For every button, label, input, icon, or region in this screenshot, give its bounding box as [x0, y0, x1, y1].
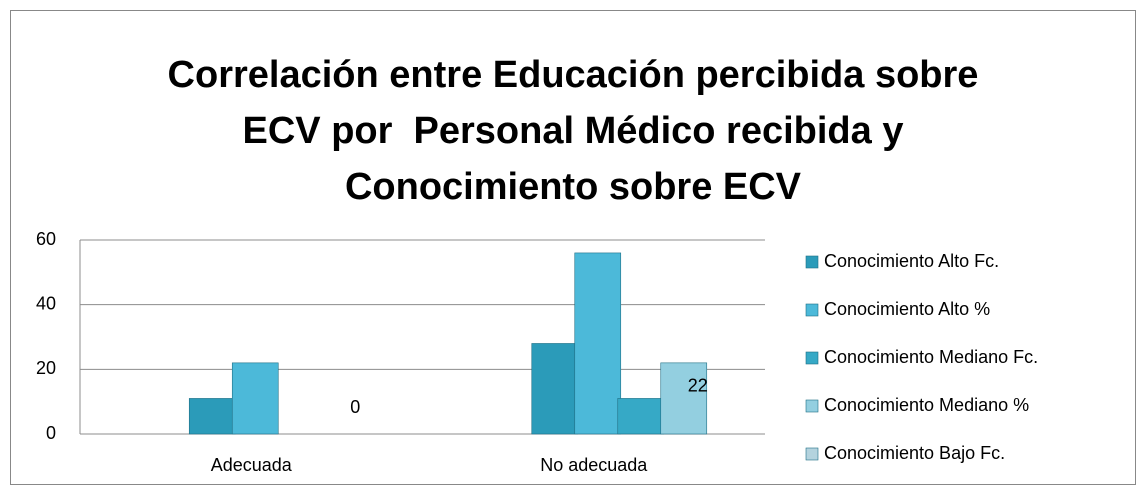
- legend-label: Conocimiento Bajo Fc.: [824, 443, 1005, 463]
- bar: [574, 252, 622, 435]
- x-tick-label: Adecuada: [211, 455, 293, 475]
- data-label: 0: [350, 397, 360, 417]
- x-tick-label: No adecuada: [540, 455, 648, 475]
- legend-label: Conocimiento Alto %: [824, 299, 990, 319]
- chart-title: Conocimiento sobre ECV: [345, 166, 802, 208]
- legend-marker: [805, 255, 819, 269]
- legend-marker: [805, 399, 819, 413]
- legend-label: Conocimiento Mediano Fc.: [824, 347, 1038, 367]
- bar: [660, 362, 708, 435]
- y-tick-label: 40: [36, 293, 56, 313]
- y-tick-label: 60: [36, 229, 56, 249]
- y-tick-label: 20: [36, 358, 56, 378]
- legend-label: Conocimiento Alto Fc.: [824, 251, 999, 271]
- bar: [617, 398, 665, 435]
- chart-title: Correlación entre Educación percibida so…: [168, 54, 979, 96]
- y-tick-label: 0: [46, 423, 56, 443]
- bar: [188, 398, 236, 435]
- bar: [531, 343, 579, 435]
- legend-marker: [805, 351, 819, 365]
- data-label: 22: [688, 376, 708, 396]
- legend-marker: [805, 447, 819, 461]
- legend-label: Conocimiento Mediano %: [824, 395, 1029, 415]
- chart-title: ECV por Personal Médico recibida y: [243, 110, 904, 152]
- bar: [231, 362, 279, 435]
- legend-marker: [805, 303, 819, 317]
